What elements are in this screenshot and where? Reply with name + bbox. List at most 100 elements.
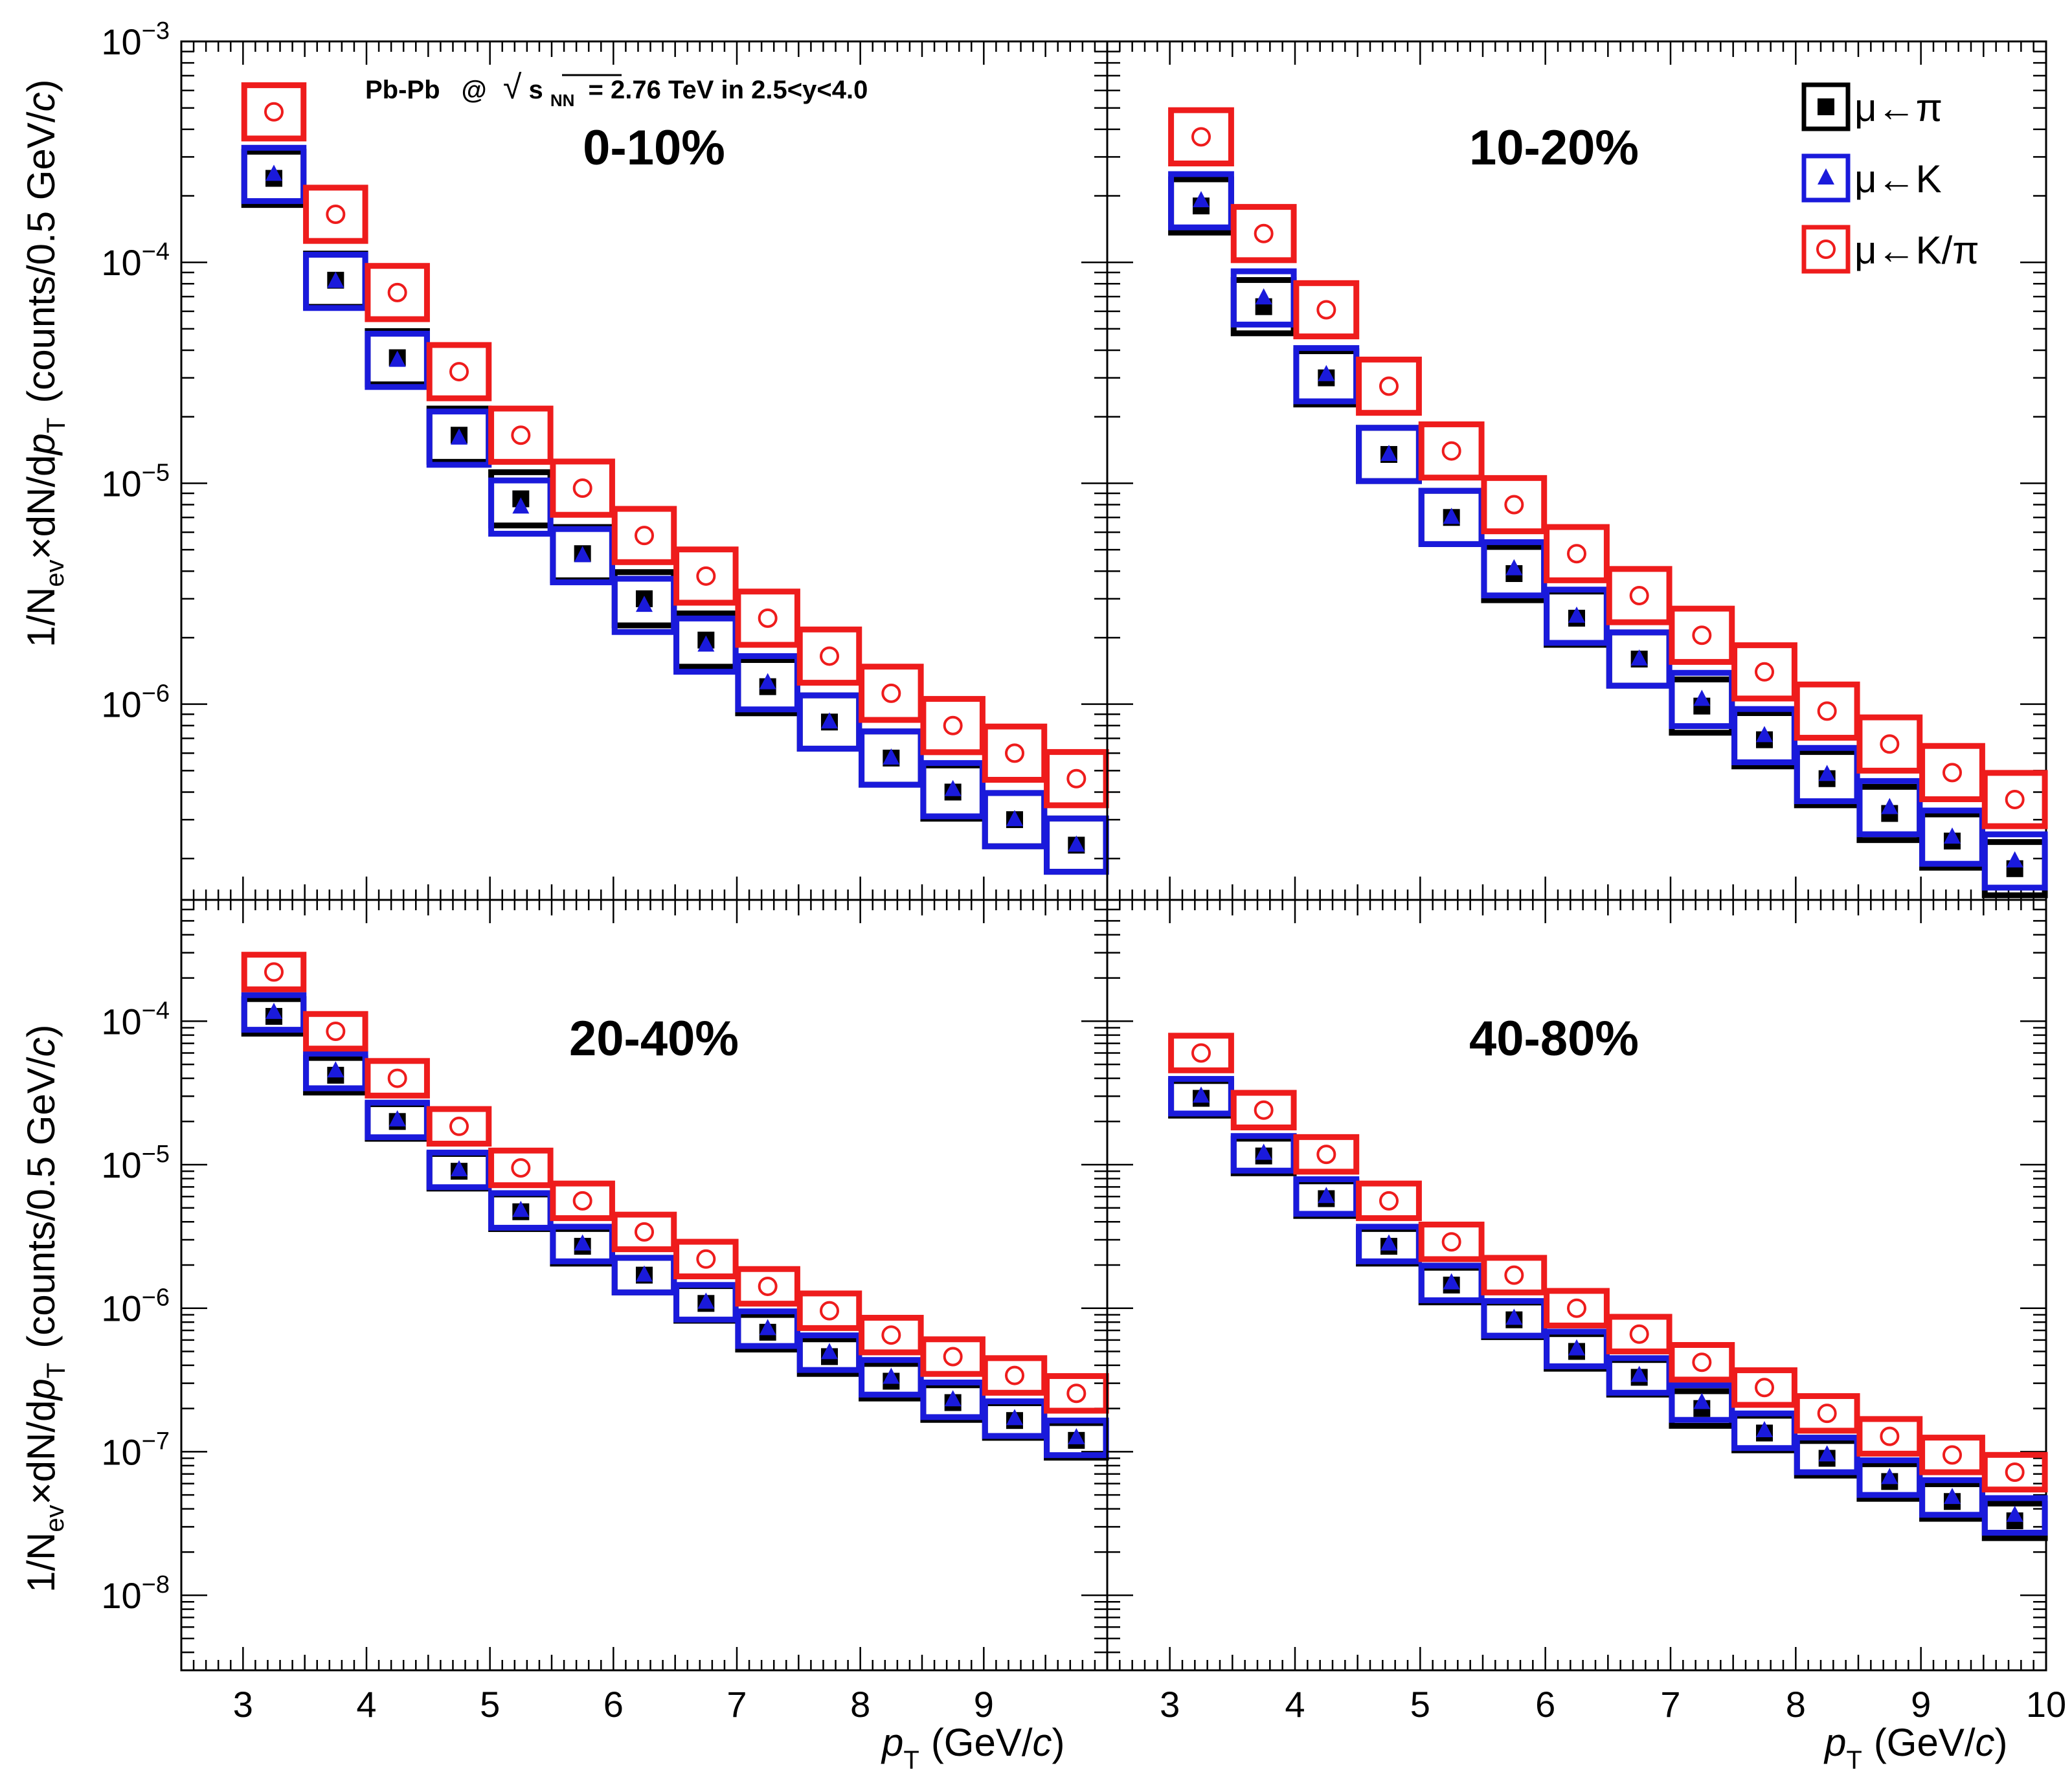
- x-tick-label: 8: [850, 1684, 870, 1725]
- syst-box: [303, 185, 368, 244]
- syst-box: [1919, 743, 1985, 803]
- syst-box: [1168, 107, 1234, 166]
- data-point: [574, 546, 591, 563]
- syst-box: [550, 458, 615, 518]
- data-point: [1692, 625, 1712, 645]
- data-point: [1880, 1426, 1900, 1446]
- syst-box: [1981, 831, 2048, 891]
- data-point: [944, 1390, 962, 1407]
- data-point: [512, 497, 530, 514]
- syst-box: [241, 144, 307, 205]
- syst-box: [241, 952, 307, 992]
- data-point: [511, 1158, 531, 1178]
- data-point: [1191, 127, 1211, 147]
- data-point: [574, 1234, 591, 1251]
- syst-box: [426, 342, 492, 401]
- x-tick-label: 6: [603, 1684, 624, 1725]
- x-axis-title-right: pT (GeV/c): [1823, 1721, 2008, 1775]
- syst-box: [735, 588, 800, 648]
- syst-box: [1856, 714, 1923, 774]
- data-point: [1068, 1428, 1085, 1444]
- data-point: [451, 428, 467, 445]
- data-point: [511, 425, 531, 445]
- syst-box: [1731, 642, 1797, 702]
- data-point: [1944, 1488, 1961, 1505]
- data-point: [758, 608, 778, 628]
- syst-box: [1044, 815, 1109, 875]
- data-point: [1629, 585, 1649, 605]
- panels: 10−6 10−5 10−4 10−3 0-10% 10-20% 3 4 5 6 7 8 9 10−8 10…: [101, 17, 2066, 1725]
- syst-box: [1794, 1393, 1860, 1434]
- data-point: [512, 1200, 530, 1217]
- data-point: [1318, 1187, 1335, 1204]
- syst-box: [1481, 475, 1548, 535]
- syst-box: [1044, 1417, 1109, 1459]
- legend-item-pi: μ←π: [1801, 82, 1942, 131]
- x-tick-label: 4: [1285, 1684, 1305, 1725]
- data-point: [1254, 1100, 1274, 1120]
- x-tick-label: 3: [233, 1684, 253, 1725]
- syst-box: [1044, 1373, 1109, 1414]
- legend-swatch: [1801, 225, 1851, 274]
- data-point: [1068, 835, 1085, 852]
- legend-swatch: [1801, 82, 1851, 131]
- syst-box: [673, 1238, 739, 1280]
- x-tick-label: 10: [2026, 1684, 2066, 1725]
- legend-label: μ←K: [1854, 157, 1942, 201]
- data-point: [1630, 1365, 1648, 1382]
- annotation-sqrt: √: [503, 69, 522, 106]
- syst-box: [1356, 356, 1422, 416]
- syst-box: [1168, 171, 1234, 230]
- data-point: [388, 350, 406, 367]
- data-point: [881, 683, 901, 703]
- data-point: [326, 205, 346, 225]
- data-point: [821, 1343, 838, 1360]
- syst-box: [1418, 421, 1485, 481]
- syst-box: [982, 1355, 1048, 1396]
- data-point: [327, 271, 344, 288]
- data-point: [1443, 1273, 1460, 1290]
- syst-box: [1919, 1435, 1985, 1475]
- data-point: [697, 635, 715, 652]
- syst-box: [920, 696, 985, 756]
- markers-k: [265, 1002, 1085, 1444]
- data-point: [1006, 810, 1023, 827]
- annotation-energy-sub: NN: [550, 91, 575, 110]
- data-point: [881, 1325, 901, 1345]
- syst-box: [859, 664, 924, 723]
- markers-k: [265, 164, 1085, 852]
- syst-box: [488, 405, 554, 465]
- data-point: [264, 102, 284, 122]
- data-point: [1881, 798, 1898, 814]
- data-point: [2006, 1505, 2023, 1522]
- data-point: [1316, 1145, 1336, 1165]
- data-point: [2006, 851, 2023, 868]
- data-point: [1818, 765, 1836, 781]
- data-point: [943, 1347, 963, 1367]
- data-point: [1756, 726, 1773, 743]
- markers-kpi: [1191, 1043, 2025, 1483]
- data-point: [1755, 1378, 1774, 1398]
- syst-box: [1606, 566, 1672, 625]
- x-tick-label: 5: [1410, 1684, 1430, 1725]
- data-point: [1817, 1404, 1837, 1424]
- data-point: [264, 962, 284, 982]
- syst-box: [1168, 1033, 1234, 1073]
- series-kpi: [241, 952, 1109, 1414]
- data-point: [1193, 1086, 1210, 1103]
- series-kpi: [241, 82, 1109, 809]
- data-point: [696, 566, 716, 586]
- legend-label: μ←π: [1854, 86, 1942, 129]
- syst-box: [1544, 1288, 1610, 1328]
- x-tick-label: 5: [480, 1684, 500, 1725]
- syst-box: [1794, 681, 1860, 741]
- data-point: [696, 1249, 716, 1269]
- data-point: [265, 1002, 282, 1019]
- x-tick-label: 9: [1911, 1684, 1931, 1725]
- data-point: [1443, 508, 1460, 524]
- data-point: [1693, 1393, 1711, 1409]
- data-point: [1006, 1409, 1023, 1426]
- syst-box: [1669, 605, 1735, 665]
- data-point: [635, 1222, 654, 1242]
- data-point: [1254, 223, 1274, 243]
